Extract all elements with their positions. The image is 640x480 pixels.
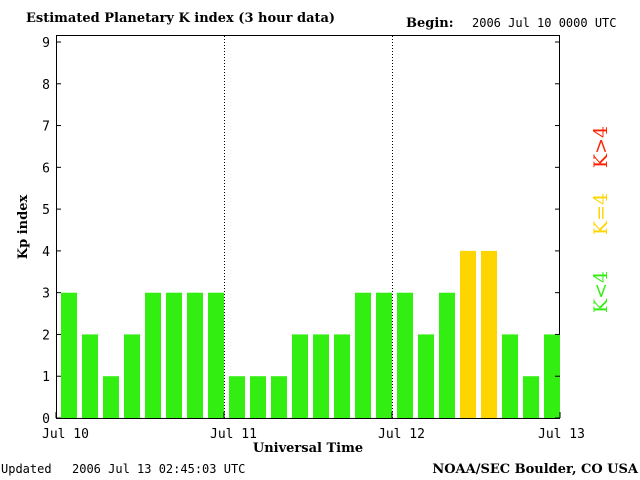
kp-bar — [145, 292, 161, 418]
x-axis-label: Universal Time — [253, 441, 363, 456]
kp-bar — [187, 292, 203, 418]
kp-bar — [208, 292, 224, 418]
kp-bar — [418, 334, 434, 418]
y-tick-label: 7 — [42, 120, 50, 135]
y-axis-ticks: 0 1 2 3 4 5 6 7 8 9 — [42, 36, 560, 427]
kp-bar — [397, 292, 413, 418]
begin-value: 2006 Jul 10 0000 UTC — [472, 16, 617, 30]
begin-label: Begin: — [406, 16, 454, 31]
kp-bar — [103, 376, 119, 418]
y-tick-label: 2 — [42, 328, 50, 343]
chart-title: Estimated Planetary K index (3 hour data… — [26, 11, 335, 26]
kp-bar — [355, 292, 371, 418]
y-tick-label: 1 — [42, 370, 50, 385]
kp-bar — [481, 250, 497, 418]
y-tick-label: 0 — [42, 412, 50, 427]
legend-k-equals-4: K=4 — [590, 193, 612, 235]
kp-bar — [313, 334, 329, 418]
legend-k-less-than-4: K<4 — [590, 271, 612, 313]
updated-label: Updated — [1, 462, 52, 476]
kp-bar — [124, 334, 140, 418]
y-tick-label: 5 — [42, 203, 50, 218]
x-tick-label: Jul 12 — [378, 427, 425, 442]
y-tick-label: 4 — [42, 245, 50, 260]
x-tick-label: Jul 13 — [538, 427, 585, 442]
kp-bar — [61, 292, 77, 418]
y-tick-label: 3 — [42, 287, 50, 302]
updated-value: 2006 Jul 13 02:45:03 UTC — [72, 462, 245, 476]
kp-bar — [292, 334, 308, 418]
x-tick-label: Jul 11 — [210, 427, 257, 442]
kp-bar — [334, 334, 350, 418]
kp-bar — [523, 376, 539, 418]
day-dividers — [224, 36, 393, 418]
y-tick-label: 8 — [42, 78, 50, 93]
kp-bar — [229, 376, 245, 418]
kp-bar — [250, 376, 266, 418]
plot-frame — [56, 35, 560, 419]
x-axis-ticks: Jul 10 Jul 11 Jul 12 Jul 13 — [42, 412, 585, 442]
kp-bar — [439, 292, 455, 418]
x-tick-label: Jul 10 — [42, 427, 89, 442]
kp-bar — [544, 334, 560, 418]
legend-k-greater-than-4: K>4 — [590, 126, 612, 168]
kp-bar — [502, 334, 518, 418]
y-tick-label: 6 — [42, 161, 50, 176]
y-tick-label: 9 — [42, 36, 50, 51]
bar-series — [61, 250, 560, 418]
y-axis-label: Kp index — [16, 195, 31, 260]
kp-bar — [460, 250, 476, 418]
source-credit: NOAA/SEC Boulder, CO USA — [432, 462, 639, 477]
kp-bar — [271, 376, 287, 418]
kp-bar — [82, 334, 98, 418]
kp-bar — [376, 292, 392, 418]
kp-bar — [166, 292, 182, 418]
